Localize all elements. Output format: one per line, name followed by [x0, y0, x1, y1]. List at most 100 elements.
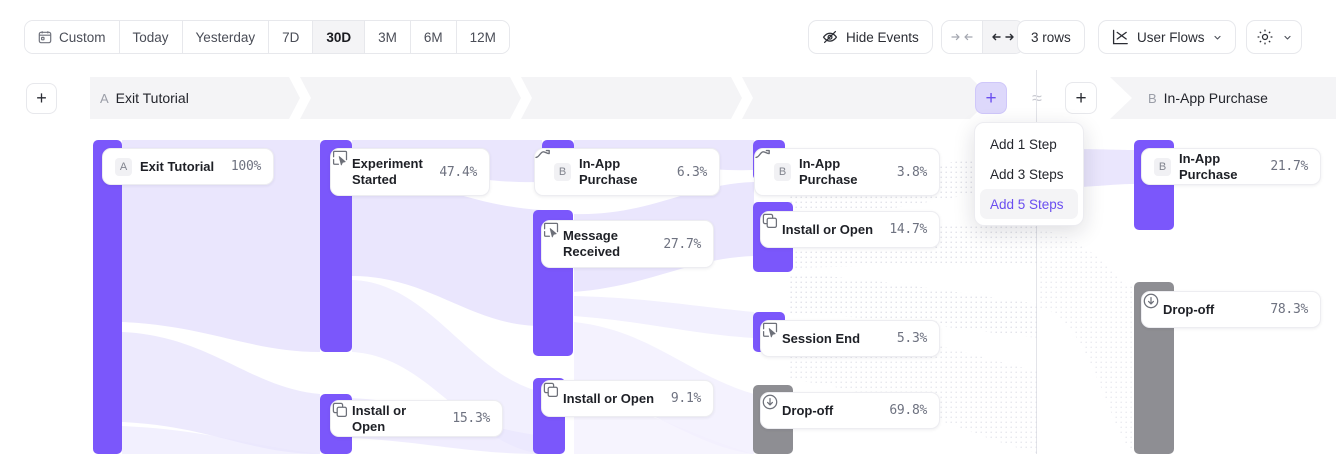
node-label: Session End — [782, 330, 861, 346]
node-label: Drop-off — [1163, 301, 1215, 317]
hide-events-label: Hide Events — [846, 29, 919, 45]
chevron-down-icon — [1213, 33, 1222, 42]
view-mode-label: User Flows — [1137, 29, 1205, 45]
sankey-canvas: A Exit Tutorial 100% Experiment Started … — [0, 126, 1336, 454]
node-percent: 6.3% — [676, 164, 707, 180]
node-card[interactable]: B In-App Purchase 21.7% — [1141, 148, 1321, 185]
node-card[interactable]: Drop-off 78.3% — [1141, 291, 1321, 328]
add-step-button-active[interactable]: + — [975, 82, 1007, 114]
range-30d-label: 30D — [326, 29, 352, 45]
node-label: In-App Purchase — [799, 156, 858, 187]
rows-count-button[interactable]: 3 rows — [1017, 20, 1085, 54]
add-more-plus-label: + — [1075, 87, 1087, 109]
rows-count-label: 3 rows — [1031, 29, 1071, 45]
node-tag: B — [1154, 157, 1171, 176]
eye-off-icon — [822, 29, 838, 45]
collapse-width-button[interactable] — [942, 21, 983, 53]
range-custom-label: Custom — [59, 29, 106, 45]
menu-item-label: Add 1 Step — [990, 136, 1057, 152]
node-card[interactable]: Install or Open 15.3% — [330, 400, 503, 437]
settings-chevron-down-icon[interactable] — [1283, 33, 1292, 42]
node-label: Install or Open — [782, 221, 874, 237]
flow-chart-icon — [1112, 29, 1129, 45]
node-percent: 78.3% — [1270, 302, 1308, 317]
node-label: Exit Tutorial — [140, 158, 215, 174]
node-label: Drop-off — [782, 402, 834, 418]
approximate-steps-icon[interactable]: ≈ — [1026, 88, 1048, 109]
node-percent: 5.3% — [896, 331, 927, 346]
arrows-expand-icon — [992, 31, 1014, 43]
range-yesterday-label: Yesterday — [195, 29, 256, 45]
expand-width-button[interactable] — [983, 21, 1023, 53]
node-card[interactable]: Experiment Started 47.4% — [330, 148, 490, 196]
range-12m[interactable]: 12M — [456, 21, 509, 53]
settings-button[interactable] — [1246, 20, 1302, 54]
node-tag: B — [554, 163, 571, 181]
node-label: Experiment Started — [352, 156, 423, 187]
node-percent: 14.7% — [889, 222, 927, 237]
add-start-plus-label: + — [36, 88, 47, 108]
range-7d-label: 7D — [282, 29, 300, 45]
range-12m-label: 12M — [469, 29, 496, 45]
node-percent: 69.8% — [889, 403, 927, 418]
width-mode-segmented-control[interactable] — [941, 20, 1024, 54]
step-label-start: A Exit Tutorial — [100, 77, 189, 119]
menu-item-label: Add 3 Steps — [990, 166, 1064, 182]
node-percent: 3.8% — [896, 164, 927, 180]
range-6m[interactable]: 6M — [410, 21, 457, 53]
step-separator-1 — [289, 77, 311, 119]
add-start-step-button[interactable]: + — [26, 83, 57, 114]
step-end-tag: B — [1148, 90, 1157, 106]
node-card[interactable]: B In-App Purchase 6.3% — [534, 148, 720, 196]
hide-events-button[interactable]: Hide Events — [808, 20, 933, 54]
range-3m-label: 3M — [378, 29, 397, 45]
range-30d[interactable]: 30D — [313, 21, 366, 53]
node-card[interactable]: A Exit Tutorial 100% — [102, 148, 274, 185]
node-card[interactable]: Install or Open 9.1% — [541, 380, 714, 417]
node-percent: 27.7% — [663, 236, 701, 252]
node-label: In-App Purchase — [1179, 150, 1238, 182]
node-percent: 100% — [230, 159, 261, 174]
menu-item-add-1-step[interactable]: Add 1 Step — [980, 129, 1078, 159]
step-label-end: B In-App Purchase — [1148, 77, 1268, 119]
gear-icon — [1256, 28, 1274, 46]
step-start-label: Exit Tutorial — [115, 90, 189, 106]
node-label: Install or Open — [352, 402, 407, 434]
node-percent: 21.7% — [1270, 159, 1308, 174]
node-card[interactable]: Drop-off 69.8% — [760, 392, 940, 429]
add-step-button-secondary[interactable]: + — [1065, 82, 1097, 114]
view-mode-dropdown[interactable]: User Flows — [1098, 20, 1236, 54]
add-steps-menu: Add 1 Step Add 3 Steps Add 5 Steps — [974, 122, 1084, 226]
range-today[interactable]: Today — [119, 21, 183, 53]
node-card[interactable]: B In-App Purchase 3.8% — [754, 148, 940, 196]
node-percent: 15.3% — [452, 411, 490, 426]
range-3m[interactable]: 3M — [365, 21, 411, 53]
step-end-label: In-App Purchase — [1163, 90, 1268, 106]
calendar-icon — [38, 30, 52, 44]
node-percent: 9.1% — [670, 391, 701, 406]
node-card[interactable]: Install or Open 14.7% — [760, 211, 940, 248]
menu-item-add-5-steps[interactable]: Add 5 Steps — [980, 189, 1078, 219]
node-tag: A — [115, 157, 132, 176]
step-separator-2 — [510, 77, 532, 119]
node-card[interactable]: Session End 5.3% — [760, 320, 940, 357]
node-label: Message Received — [563, 228, 621, 259]
date-range-segmented-control[interactable]: Custom Today Yesterday 7D 30D 3M 6M 12M — [24, 20, 510, 54]
step-header-bar-end — [1110, 77, 1336, 119]
node-label: In-App Purchase — [579, 156, 638, 187]
node-tag: B — [774, 163, 791, 181]
step-header-arrow-nose — [1110, 77, 1132, 119]
range-today-label: Today — [132, 29, 169, 45]
menu-item-label: Add 5 Steps — [990, 196, 1064, 212]
node-label: Install or Open — [563, 390, 655, 406]
node-card[interactable]: Message Received 27.7% — [541, 220, 714, 268]
range-yesterday[interactable]: Yesterday — [182, 21, 270, 53]
menu-item-add-3-steps[interactable]: Add 3 Steps — [980, 159, 1078, 189]
arrows-collapse-icon — [951, 31, 973, 43]
range-7d[interactable]: 7D — [269, 21, 314, 53]
add-step-plus-label: + — [985, 87, 997, 109]
toolbar: Custom Today Yesterday 7D 30D 3M 6M 12M … — [0, 0, 1336, 70]
node-bar — [93, 140, 122, 454]
range-custom[interactable]: Custom — [25, 21, 120, 53]
step-separator-3 — [731, 77, 753, 119]
